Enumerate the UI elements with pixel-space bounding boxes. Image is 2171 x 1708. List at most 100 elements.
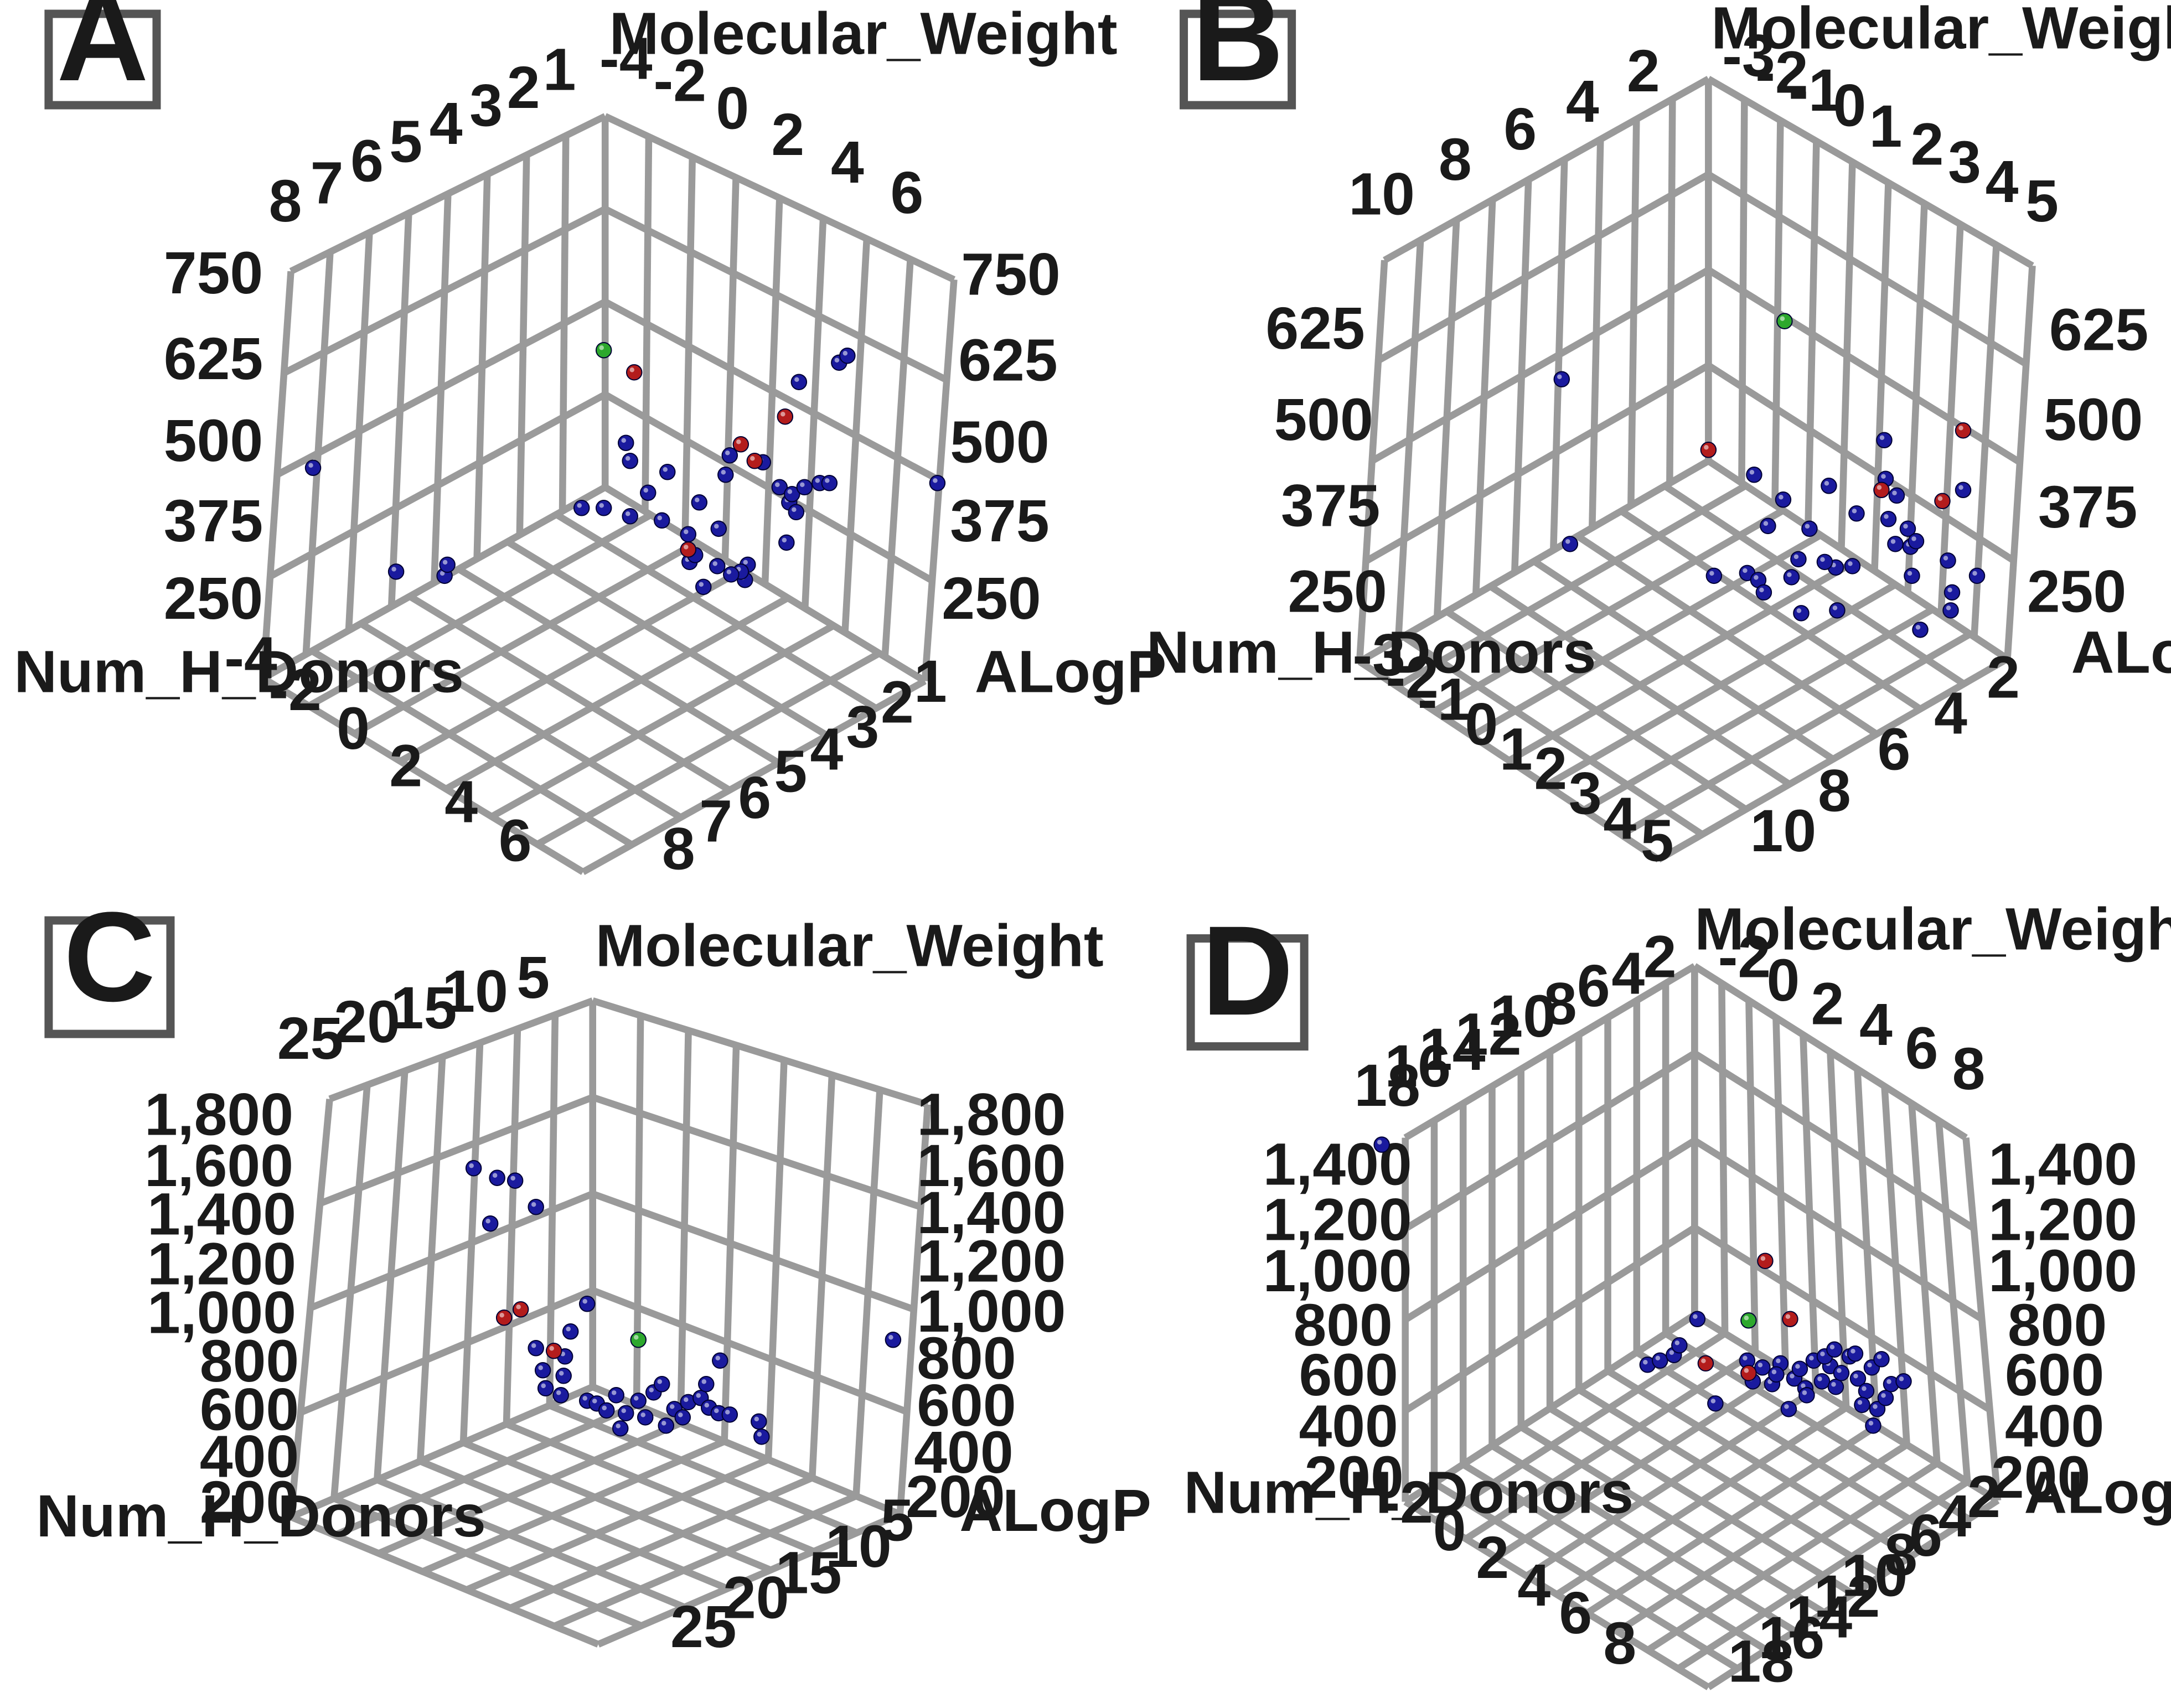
data-points [465, 1160, 902, 1445]
tick-label: 1,000 [1988, 1238, 2137, 1304]
data-point-highlight [1958, 485, 1963, 490]
data-point [717, 467, 734, 483]
tick-label: 4 [1517, 1552, 1550, 1618]
tick-label: 750 [164, 240, 263, 306]
tick-label: 750 [961, 241, 1060, 308]
tick-label: -2 [1386, 644, 1439, 710]
data-point-highlight [556, 1390, 561, 1395]
tick-label: 2 [1967, 1463, 2001, 1530]
tick-label: 3 [1948, 129, 1981, 195]
tick-label: 0 [1833, 73, 1867, 139]
tick-label: 400 [914, 1419, 1013, 1486]
tick-label: 1,400 [147, 1181, 296, 1248]
tick-label: 200 [1304, 1444, 1403, 1510]
tick-label: 400 [2005, 1393, 2104, 1459]
data-point [839, 347, 856, 364]
data-point [578, 1296, 596, 1312]
grid-line [1693, 1050, 1976, 1231]
data-point-highlight [699, 582, 704, 587]
tick-label: 8 [269, 168, 302, 234]
data-point-highlight [531, 1343, 536, 1348]
data-point-highlight [1848, 561, 1853, 566]
tick-label: 4 [1934, 680, 1967, 746]
data-point-highlight [794, 377, 799, 382]
grid-line [353, 539, 699, 737]
data-point [1912, 622, 1929, 638]
data-point-highlight [1744, 1316, 1749, 1321]
data-point-highlight [1669, 1350, 1674, 1355]
data-point [1943, 584, 1961, 601]
tick-label: 25 [670, 1593, 737, 1660]
tick-label: 7 [699, 788, 732, 854]
data-point-highlight [1903, 524, 1908, 529]
tick-label: 10 [1490, 983, 1556, 1049]
data-point [617, 1405, 634, 1422]
data-point [1780, 1401, 1797, 1417]
tick-label: 1,800 [917, 1081, 1066, 1148]
grid-line [1707, 267, 2022, 465]
data-point-highlight [1749, 470, 1755, 475]
tick-label: 16 [1759, 1605, 1825, 1671]
data-point-highlight [715, 1355, 721, 1361]
tick-label: 6 [1559, 1580, 1592, 1646]
data-point [746, 453, 763, 469]
grid-line [1403, 1137, 1697, 1323]
grid [1402, 963, 2002, 1690]
data-point-highlight [640, 1412, 645, 1417]
data-point [709, 558, 726, 574]
grid-line [597, 1511, 902, 1648]
grid-line [1706, 362, 2016, 564]
data-point-highlight [559, 1371, 564, 1376]
data-point-highlight [1824, 481, 1829, 486]
data-point [1775, 491, 1792, 508]
data-point-highlight [775, 482, 780, 488]
grid-line [1403, 963, 1697, 1141]
tick-label: 25 [277, 1005, 344, 1072]
grid-line [275, 298, 607, 478]
data-point [1887, 536, 1904, 552]
tick-label: 500 [1274, 386, 1373, 453]
tick-label: 12 [1455, 1001, 1522, 1068]
tick-label: 250 [942, 565, 1041, 632]
data-point-highlight [714, 1408, 719, 1414]
grid-line [1555, 1405, 1848, 1598]
data-point [796, 479, 813, 496]
tick-label: 6 [1905, 1015, 1939, 1081]
grid-line [1619, 631, 1972, 838]
tick-label: 0 [1767, 947, 1800, 1013]
data-point-highlight [712, 561, 718, 566]
grid-line [1403, 1050, 1697, 1232]
data-point-highlight [391, 567, 396, 572]
data-point-highlight [1796, 608, 1802, 613]
data-point-highlight [549, 1346, 554, 1351]
panel-label-box [1186, 934, 1309, 1051]
data-point [1877, 1390, 1894, 1406]
grid-line [1646, 1460, 1939, 1653]
data-point [482, 1215, 499, 1232]
data-point-highlight [834, 358, 840, 363]
data-point [1740, 1312, 1757, 1329]
data-point-highlight [842, 350, 848, 356]
tick-label: 2 [1627, 38, 1660, 104]
grid-line [603, 113, 956, 283]
grid-line [490, 622, 835, 820]
grid-line [375, 1476, 686, 1611]
data-point [1757, 1252, 1774, 1269]
data-point [1865, 1417, 1881, 1434]
grid-line [1585, 1423, 1879, 1616]
panel-label: D [1202, 899, 1294, 1042]
grid-line [299, 1287, 595, 1416]
data-point-highlight [1771, 1369, 1777, 1375]
tick-label: 0 [337, 695, 370, 762]
data-point [552, 1387, 569, 1404]
tick-label: 1,000 [147, 1279, 296, 1345]
tick-label: 1,400 [1988, 1131, 2137, 1198]
grid [287, 997, 932, 1648]
data-point [659, 464, 676, 480]
tick-label: 600 [917, 1372, 1016, 1438]
data-point-highlight [1805, 524, 1810, 529]
grid-line [591, 997, 929, 1108]
data-point-highlight [657, 515, 663, 521]
tick-label: 3 [1569, 760, 1602, 826]
